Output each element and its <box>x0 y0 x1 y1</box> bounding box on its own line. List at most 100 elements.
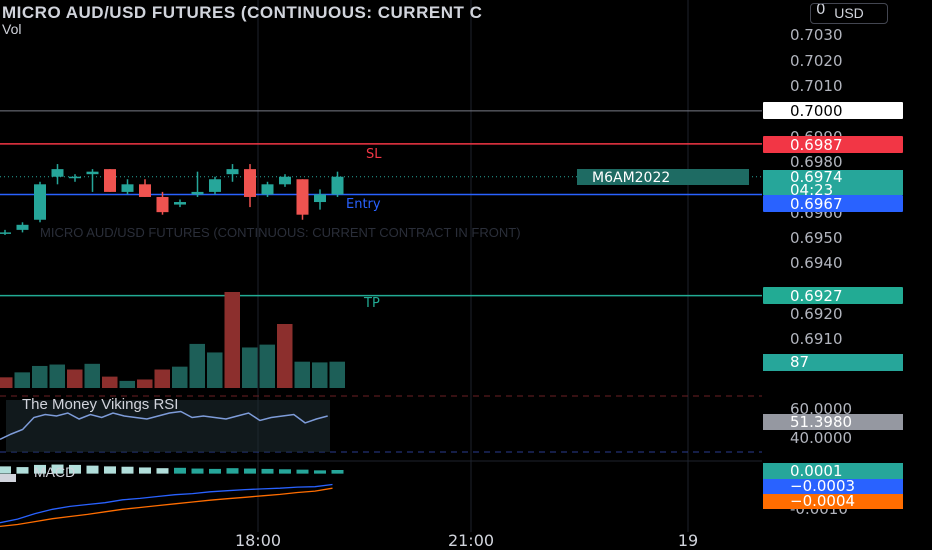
rsi-value-tag-bg <box>763 414 903 430</box>
time-axis: 18:00 21:00 19 <box>235 531 698 550</box>
candle-body[interactable] <box>51 169 64 177</box>
macd-indicator-label[interactable]: MACD <box>34 464 76 480</box>
time-tick: 19 <box>678 531 698 550</box>
volume-bar <box>102 376 118 388</box>
macd-histogram-bar <box>156 468 169 474</box>
macd-line <box>0 483 333 524</box>
take-profit-price-tag: 0.6927 <box>790 287 843 305</box>
rsi-pane <box>0 395 762 462</box>
macd-hist-tag: 0.0001 <box>790 462 843 480</box>
volume-label: Vol <box>2 21 22 37</box>
macd-histogram-bar <box>174 467 186 474</box>
bar-countdown: 04:23 <box>790 181 833 199</box>
signal-value-tag-bg <box>763 494 903 509</box>
symbol-tag-bg <box>577 169 749 185</box>
volume-bar <box>294 361 310 388</box>
macd-histogram-bar <box>314 470 326 474</box>
price-tick: 0.7010 <box>790 77 843 95</box>
candle-body[interactable] <box>69 176 81 179</box>
volume-bar <box>67 369 83 388</box>
currency-button[interactable]: USD <box>810 3 888 24</box>
candle-body[interactable] <box>261 184 274 195</box>
rsi-band <box>6 400 330 452</box>
volume-bar <box>49 364 65 388</box>
price-tick: 0.6950 <box>790 229 843 247</box>
candle-body[interactable] <box>226 169 239 175</box>
macd-histogram-bar <box>34 464 46 474</box>
candle-body[interactable] <box>86 171 99 175</box>
candle-body[interactable] <box>156 196 169 213</box>
macd-histogram-bar <box>121 466 134 474</box>
volume-bar <box>172 366 188 388</box>
volume-bar <box>242 347 258 388</box>
volume-bar <box>154 369 170 388</box>
take-profit-label: TP <box>363 296 380 311</box>
entry-label: Entry <box>346 197 381 212</box>
candle-body[interactable] <box>314 194 326 203</box>
candle-body[interactable] <box>191 191 204 195</box>
price-axis: 00.70300.70200.70100.69900.69800.69600.6… <box>763 0 903 518</box>
candle-body[interactable] <box>139 184 151 197</box>
volume-bar <box>207 352 223 388</box>
candle-body[interactable] <box>104 169 116 192</box>
axis-top-zero: 0 <box>816 0 826 18</box>
stop-loss-label: SL <box>366 147 382 162</box>
signal-value-tag: −0.0004 <box>790 492 855 510</box>
candle-body[interactable] <box>121 184 134 192</box>
candle-body[interactable] <box>16 224 29 230</box>
rsi-tick-40: 40.0000 <box>790 429 852 447</box>
macd-histogram-bar <box>104 466 116 474</box>
symbol-tag: M6AM2022 <box>592 170 670 186</box>
candle-body[interactable] <box>244 169 256 197</box>
macd-histogram-bar <box>209 468 221 474</box>
macd-histogram-bar <box>226 468 239 474</box>
volume-bar <box>84 363 100 388</box>
candle-body[interactable] <box>279 176 291 185</box>
macd-histogram-bar <box>0 466 11 474</box>
candle-body[interactable] <box>209 179 221 192</box>
rsi-line <box>0 410 328 440</box>
stop-loss-price-tag: 0.6987 <box>790 136 843 154</box>
time-tick: 18:00 <box>235 531 281 550</box>
candle-body[interactable] <box>174 202 186 205</box>
volume-bar <box>32 365 48 388</box>
macd-histogram-bar <box>139 467 151 474</box>
macd-histogram-bar <box>51 464 64 474</box>
macd-hist-tag-bg <box>763 463 903 479</box>
price-tag-0.7000-bg <box>763 102 903 119</box>
macd-histogram-bar <box>331 470 344 474</box>
entry-price-tag-bg <box>763 195 903 212</box>
macd-legend-swatch <box>0 474 16 482</box>
last-price-tag: 0.6974 <box>790 168 843 186</box>
price-tick: 0.6980 <box>790 153 843 171</box>
volume-bar <box>14 372 30 388</box>
volume-tag: 87 <box>790 353 809 371</box>
time-tick: 21:00 <box>448 531 494 550</box>
volume-bar <box>0 377 13 388</box>
candle-body[interactable] <box>331 176 344 195</box>
volume-bar <box>224 292 240 388</box>
volume-bar <box>189 343 205 388</box>
symbol-watermark: MICRO AUD/USD FUTURES (CONTINUOUS: CURRE… <box>40 225 521 240</box>
macd-histogram-bar <box>279 469 291 474</box>
rsi-indicator-label[interactable]: The Money Vikings RSI <box>22 396 179 413</box>
volume-series <box>0 292 345 388</box>
take-profit-price-tag-bg <box>763 287 903 304</box>
volume-tag-bg <box>763 354 903 371</box>
volume-bar <box>119 380 135 388</box>
candle-body[interactable] <box>296 179 309 215</box>
candle-body[interactable] <box>34 184 46 220</box>
rsi-value-tag: 51.3980 <box>790 413 852 431</box>
candle-body[interactable] <box>0 232 11 234</box>
candlestick-series <box>0 164 344 235</box>
stop-loss-price-tag-bg <box>763 136 903 153</box>
macd-value-tag: −0.0003 <box>790 477 855 495</box>
price-tick: 0.7030 <box>790 26 843 44</box>
macd-histogram-bar <box>244 468 256 474</box>
rsi-tick-60: 60.0000 <box>790 400 852 418</box>
entry-price-tag: 0.6967 <box>790 195 843 213</box>
volume-bar <box>329 361 345 388</box>
macd-value-tag-bg <box>763 479 903 494</box>
macd-histogram-bar <box>69 464 81 474</box>
